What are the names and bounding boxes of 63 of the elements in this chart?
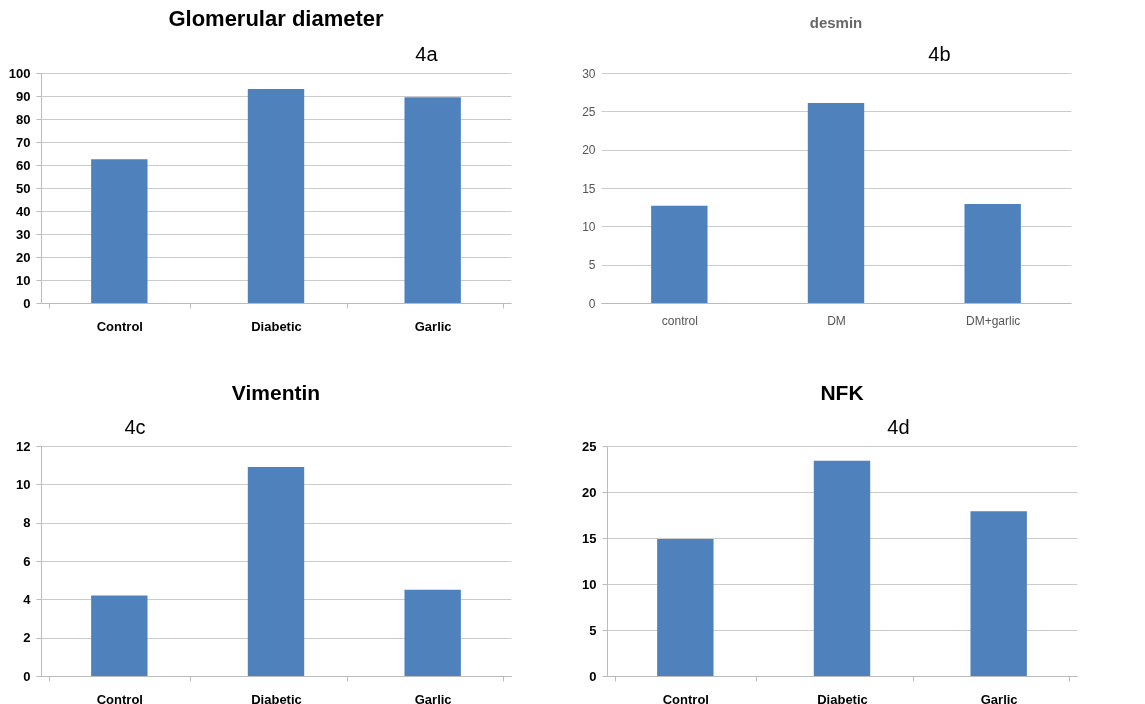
chart-title: NFK xyxy=(820,381,864,404)
chart-title: desmin xyxy=(809,14,863,31)
bar xyxy=(651,205,708,303)
x-tick-label: Control xyxy=(96,691,143,704)
text: 4c xyxy=(124,416,146,438)
x-tick-label: Garlic xyxy=(980,691,1018,704)
y-tick-label: 0 xyxy=(589,668,597,684)
y-tick-label: 50 xyxy=(16,180,31,196)
y-tick-label: 20 xyxy=(582,484,597,500)
bar xyxy=(91,159,148,303)
y-tick-label: 25 xyxy=(582,438,597,454)
bar xyxy=(91,595,148,676)
y-tick-label: 0 xyxy=(23,668,31,684)
bar xyxy=(247,89,305,303)
y-tick-label: 10 xyxy=(16,272,31,288)
y-tick-label: 100 xyxy=(8,65,31,81)
text: 4d xyxy=(887,416,910,438)
y-tick-label: 60 xyxy=(16,157,31,173)
y-tick-label: 30 xyxy=(16,226,31,242)
text: 4a xyxy=(415,43,439,65)
y-tick-label: 70 xyxy=(16,134,31,150)
y-tick-label: 5 xyxy=(589,622,597,638)
text: 4b xyxy=(928,43,951,65)
x-tick-label: Garlic xyxy=(414,691,452,704)
y-tick-label: 10 xyxy=(582,219,596,234)
x-tick-label: control xyxy=(661,313,698,328)
bar xyxy=(970,511,1027,676)
x-tick-label: Diabetic xyxy=(251,691,302,704)
y-tick-label: 80 xyxy=(16,111,31,127)
y-tick-label: 10 xyxy=(16,476,31,492)
x-tick-label: Diabetic xyxy=(817,691,868,704)
y-tick-label: 20 xyxy=(16,249,31,265)
bar xyxy=(404,589,461,676)
bar xyxy=(807,102,865,303)
chart-title: Vimentin xyxy=(231,381,321,404)
bar xyxy=(404,97,461,303)
x-tick-label: Control xyxy=(662,691,709,704)
y-tick-label: 90 xyxy=(16,88,31,104)
y-tick-label: 20 xyxy=(582,143,596,158)
y-tick-label: 12 xyxy=(16,438,31,454)
y-tick-label: 2 xyxy=(23,630,31,646)
x-tick-label: Control xyxy=(96,318,143,334)
bar xyxy=(657,538,714,676)
bar xyxy=(964,204,1021,303)
y-tick-label: 0 xyxy=(588,296,596,311)
bar xyxy=(247,467,305,676)
y-tick-label: 4 xyxy=(23,591,32,607)
y-tick-label: 40 xyxy=(16,203,31,219)
bar xyxy=(813,460,871,676)
x-tick-label: Garlic xyxy=(414,318,452,334)
y-tick-label: 30 xyxy=(582,66,596,81)
y-tick-label: 25 xyxy=(582,104,596,119)
y-tick-label: 8 xyxy=(23,515,31,531)
y-tick-label: 0 xyxy=(23,295,31,311)
x-tick-label: DM xyxy=(827,313,846,328)
y-tick-label: 6 xyxy=(23,553,31,569)
chart-title: Glomerular diameter xyxy=(168,6,385,31)
y-tick-label: 15 xyxy=(582,181,596,196)
y-tick-label: 10 xyxy=(582,576,597,592)
y-tick-label: 5 xyxy=(588,258,596,273)
y-tick-label: 15 xyxy=(582,530,597,546)
x-tick-label: DM+garlic xyxy=(965,313,1021,328)
x-tick-label: Diabetic xyxy=(251,318,302,334)
